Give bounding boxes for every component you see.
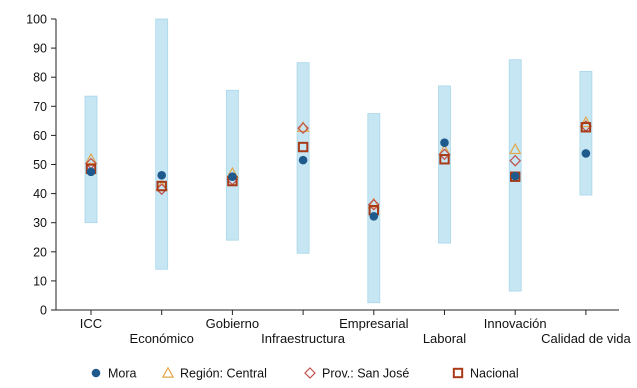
legend-label: Mora [108, 367, 137, 381]
x-category-label: Gobierno [206, 316, 259, 331]
range-bar [438, 85, 451, 244]
marker-nacional [580, 122, 592, 133]
y-tick-label: 20 [33, 245, 47, 259]
marker-nacional [297, 141, 309, 153]
marker-mora [440, 138, 449, 147]
marker-nacional [439, 154, 450, 165]
range-bar [155, 18, 169, 270]
marker-mora [228, 172, 237, 182]
x-category-label: ICC [80, 316, 102, 331]
y-tick-label: 80 [33, 71, 47, 85]
marker-regi-n-central [508, 142, 522, 155]
legend-marker [452, 367, 464, 379]
x-category-label: Empresarial [339, 316, 408, 331]
y-tick-label: 50 [33, 158, 47, 172]
x-category-label: Innovación [484, 316, 547, 331]
legend-label: Prov.: San José [322, 367, 409, 381]
marker-mora [581, 149, 591, 158]
y-axis: 0 10 20 30 40 50 60 70 80 90 100 [26, 13, 57, 318]
marker-mora [369, 211, 379, 221]
x-axis: ICC Económico GobiernoInfraestructuraEmpre… [56, 309, 631, 346]
marker-mora [510, 171, 520, 181]
marker-mora [86, 167, 96, 177]
series-markers [84, 115, 593, 221]
legend-marker [161, 366, 175, 378]
marker-prov-san-jos [297, 122, 309, 134]
y-tick-label: 70 [33, 100, 47, 114]
range-bar [579, 70, 593, 196]
legend-marker [91, 368, 101, 378]
marker-regi-n-central [579, 115, 593, 128]
legend: Mora Región: Central Prov.: San José Nacion… [91, 366, 519, 381]
marker-regi-n-central [296, 120, 310, 133]
y-tick-label: 100 [26, 13, 47, 27]
y-tick-label: 40 [33, 187, 47, 201]
legend-label: Región: Central [180, 367, 267, 381]
legend-label: Nacional [470, 367, 519, 381]
marker-regi-n-central [84, 152, 98, 165]
marker-prov-san-jos [438, 148, 451, 161]
y-tick-label: 90 [33, 42, 47, 56]
marker-nacional [156, 180, 167, 192]
x-category-label: Económico [130, 331, 194, 346]
marker-mora [157, 170, 166, 180]
x-category-label: Infraestructura [261, 331, 346, 346]
x-category-label: Laboral [423, 331, 466, 346]
y-tick-label: 0 [40, 304, 47, 318]
range-bars [84, 18, 593, 304]
y-tick-label: 10 [33, 274, 47, 288]
legend-marker [304, 367, 316, 379]
range-bar [225, 89, 239, 241]
y-tick-label: 60 [33, 129, 47, 143]
marker-prov-san-jos [367, 198, 380, 211]
marker-prov-san-jos [509, 154, 522, 167]
marker-regi-n-central [367, 197, 381, 209]
y-tick-label: 30 [33, 216, 47, 230]
x-category-label: Calidad de vida [541, 331, 631, 346]
marker-mora [298, 155, 308, 165]
